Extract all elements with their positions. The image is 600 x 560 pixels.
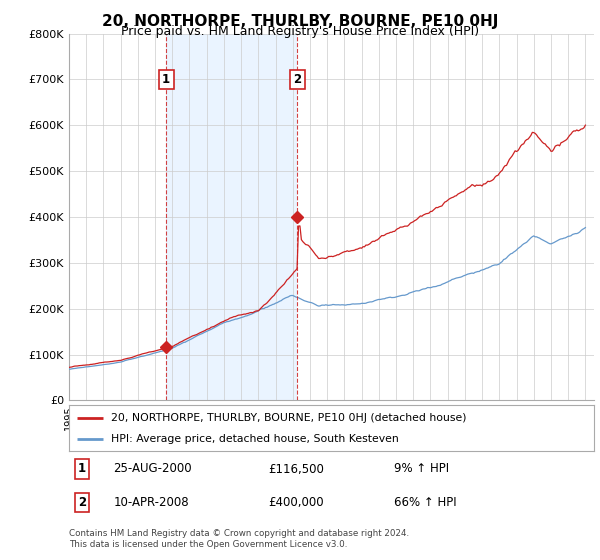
Text: Contains HM Land Registry data © Crown copyright and database right 2024.
This d: Contains HM Land Registry data © Crown c…: [69, 529, 409, 549]
Text: 2: 2: [293, 73, 302, 86]
Text: £400,000: £400,000: [269, 496, 324, 509]
Text: 1: 1: [162, 73, 170, 86]
Text: 20, NORTHORPE, THURLBY, BOURNE, PE10 0HJ (detached house): 20, NORTHORPE, THURLBY, BOURNE, PE10 0HJ…: [111, 413, 467, 423]
Text: 66% ↑ HPI: 66% ↑ HPI: [395, 496, 457, 509]
Text: 2: 2: [78, 496, 86, 509]
Text: 1: 1: [78, 463, 86, 475]
Text: Price paid vs. HM Land Registry's House Price Index (HPI): Price paid vs. HM Land Registry's House …: [121, 25, 479, 38]
Text: 10-APR-2008: 10-APR-2008: [113, 496, 189, 509]
Text: 25-AUG-2000: 25-AUG-2000: [113, 463, 192, 475]
Text: HPI: Average price, detached house, South Kesteven: HPI: Average price, detached house, Sout…: [111, 434, 399, 444]
Bar: [166, 34, 298, 400]
Text: 20, NORTHORPE, THURLBY, BOURNE, PE10 0HJ: 20, NORTHORPE, THURLBY, BOURNE, PE10 0HJ: [102, 14, 498, 29]
Text: 9% ↑ HPI: 9% ↑ HPI: [395, 463, 449, 475]
Text: £116,500: £116,500: [269, 463, 325, 475]
